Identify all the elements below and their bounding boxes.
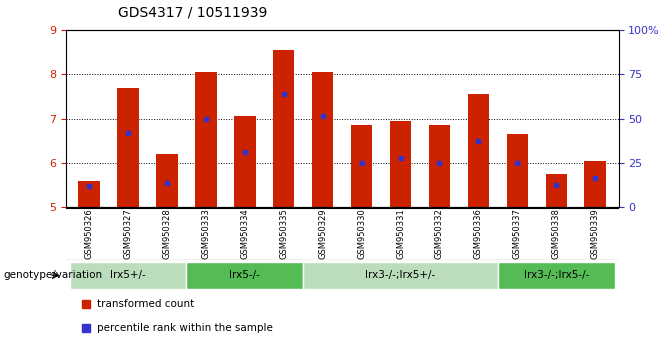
Text: percentile rank within the sample: percentile rank within the sample: [97, 322, 273, 333]
Text: lrx3-/-;lrx5+/-: lrx3-/-;lrx5+/-: [365, 270, 436, 280]
Bar: [390, 121, 411, 207]
Bar: [186, 262, 303, 290]
Bar: [545, 174, 567, 207]
Text: GSM950333: GSM950333: [201, 209, 211, 259]
Bar: [429, 125, 450, 207]
Bar: [273, 50, 295, 207]
Bar: [468, 94, 489, 207]
Text: genotype/variation: genotype/variation: [3, 270, 103, 280]
Bar: [584, 161, 606, 207]
Text: lrx3-/-;lrx5-/-: lrx3-/-;lrx5-/-: [524, 270, 589, 280]
Text: lrx5-/-: lrx5-/-: [230, 270, 261, 280]
Bar: [507, 134, 528, 207]
Text: GSM950336: GSM950336: [474, 209, 483, 259]
Bar: [78, 181, 100, 207]
Bar: [303, 262, 498, 290]
Text: GSM950334: GSM950334: [240, 209, 249, 259]
Bar: [312, 72, 334, 207]
Text: GSM950339: GSM950339: [591, 209, 599, 259]
Text: GSM950337: GSM950337: [513, 209, 522, 259]
Bar: [351, 125, 372, 207]
Bar: [157, 154, 178, 207]
Text: GSM950331: GSM950331: [396, 209, 405, 259]
Text: GSM950326: GSM950326: [85, 209, 93, 259]
Bar: [234, 116, 255, 207]
Text: lrx5+/-: lrx5+/-: [110, 270, 146, 280]
Text: GSM950330: GSM950330: [357, 209, 366, 259]
Text: GSM950329: GSM950329: [318, 209, 327, 259]
Text: transformed count: transformed count: [97, 299, 194, 309]
Text: GSM950327: GSM950327: [124, 209, 132, 259]
Bar: [498, 262, 615, 290]
Text: GSM950332: GSM950332: [435, 209, 444, 259]
Text: GDS4317 / 10511939: GDS4317 / 10511939: [118, 5, 268, 19]
Bar: [117, 88, 139, 207]
Bar: [195, 72, 216, 207]
Text: GSM950338: GSM950338: [552, 209, 561, 259]
Text: GSM950328: GSM950328: [163, 209, 172, 259]
Bar: [70, 262, 186, 290]
Text: GSM950335: GSM950335: [279, 209, 288, 259]
